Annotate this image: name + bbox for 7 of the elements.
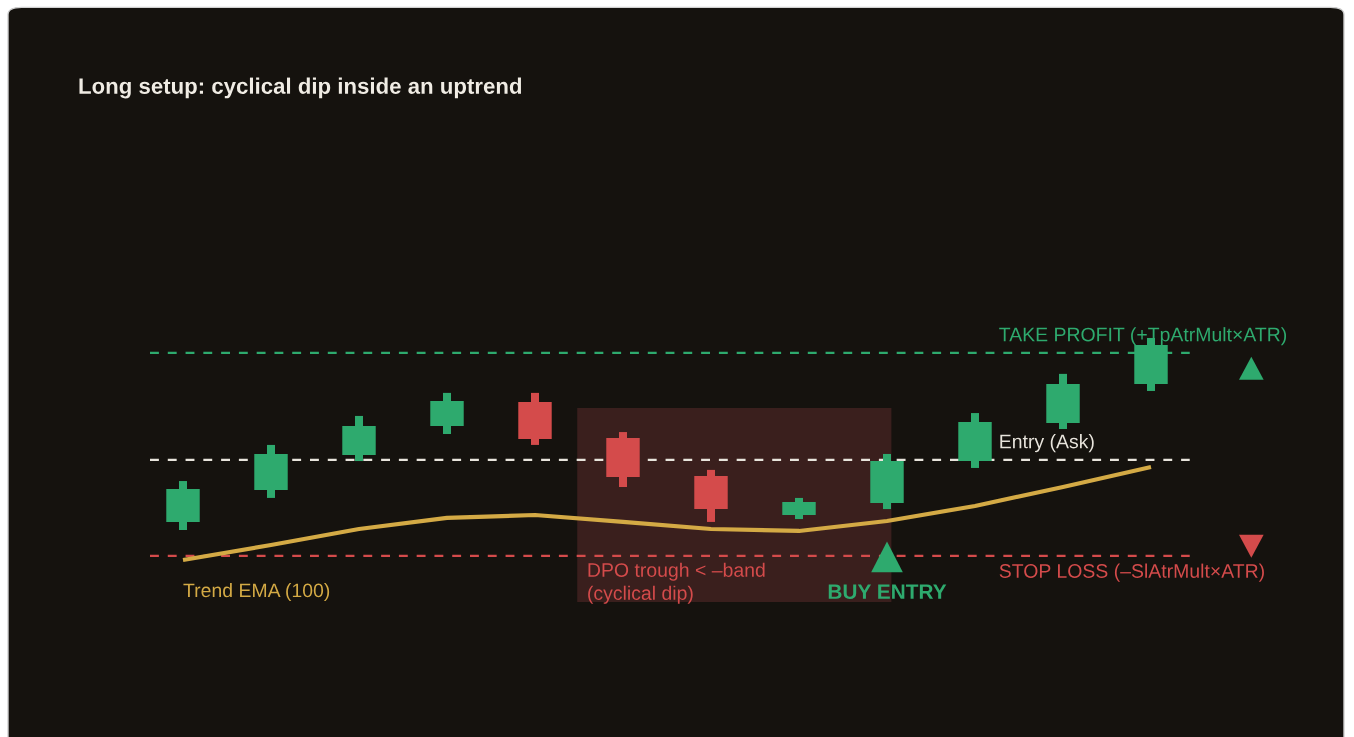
ref-line-label: TAKE PROFIT (+TpAtrMult×ATR) (999, 327, 1287, 346)
text: BUY ENTRY (828, 584, 947, 600)
series-label: Trend EMA (100) (183, 582, 330, 602)
text: DPO trough < –band (cyclical dip) (588, 562, 765, 604)
legend-label: STOP LOSS (–SlAtrMult×ATR) (999, 563, 1264, 582)
chart-title: Long setup: cyclical dip inside an uptrend (79, 77, 522, 99)
ref-line-label: Entry (Ask) (1000, 434, 1094, 453)
